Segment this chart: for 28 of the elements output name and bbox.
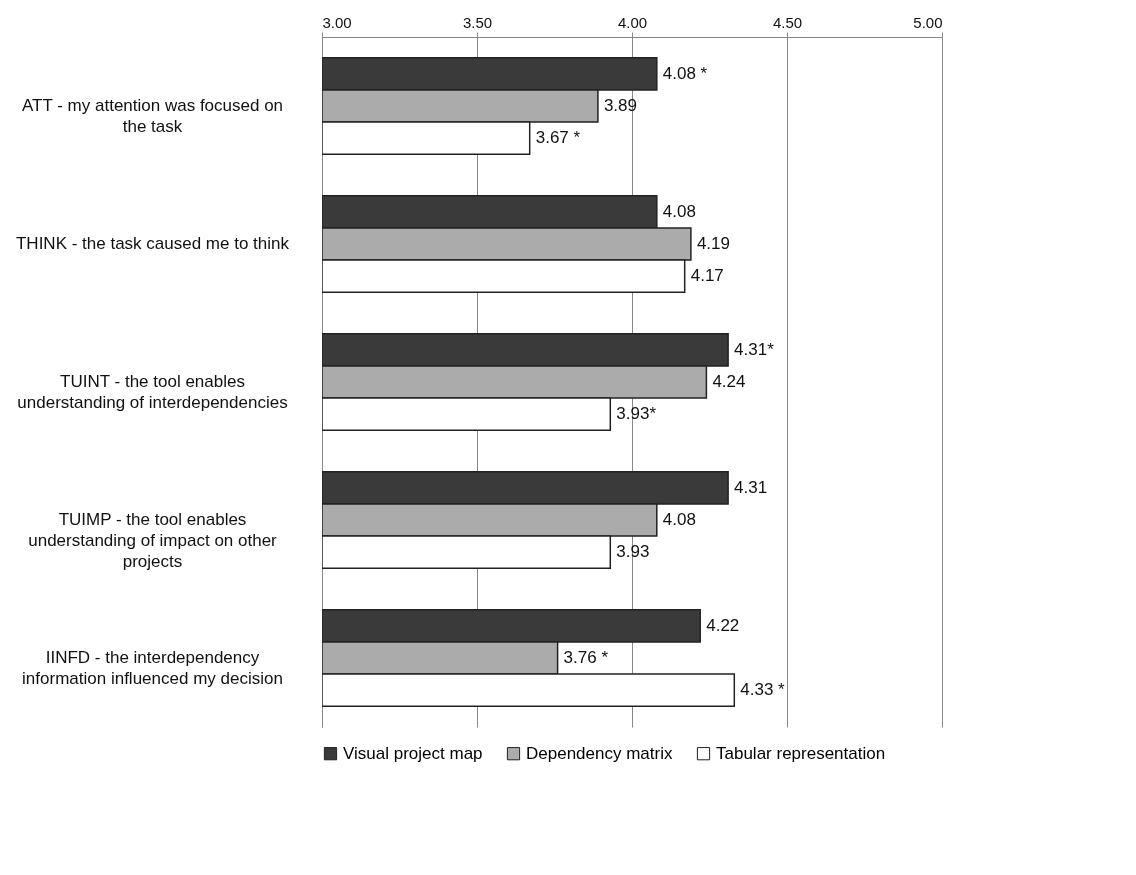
data-label: 4.17 [690,266,724,286]
x-tick-label: 3.50 [462,13,493,31]
data-label: 3.67 * [535,128,581,148]
data-label: 4.08 [662,201,696,221]
data-label: 4.33 * [740,680,786,700]
legend-label: Dependency matrix [526,743,673,763]
y-tick-label: ATT - my attention was focused on the task [21,96,284,136]
data-label: 4.08 [662,510,696,529]
data-label: 3.89 [603,96,637,115]
legend-label: Tabular representation [716,743,886,763]
x-tick-label: 4.00 [617,13,648,31]
x-tick-label: 3.00 [322,13,352,31]
y-tick-label: TUIMP - the tool enables understanding of impact on other projects [28,510,278,571]
x-tick-label: 5.00 [913,13,943,31]
data-label: 4.22 [706,615,740,635]
y-tick-label: THINK - the task caused me to think [15,234,290,253]
data-label: 4.31* [734,339,775,359]
data-label: 4.08 * [662,63,708,83]
data-label: 3.76 * [563,648,609,667]
data-label: 3.93 [616,542,650,562]
data-label: 4.19 [696,234,730,253]
y-tick-label: IINFD - the interdependency information influenced my decision [22,648,283,688]
y-tick-label: TUINT - the tool enables understanding of interdependencies [17,372,288,412]
x-tick-label: 4.50 [772,13,803,31]
data-label: 3.93* [616,404,657,424]
data-label: 4.24 [712,372,746,391]
data-label: 4.31 [734,477,768,497]
legend-label: Visual project map [343,743,483,763]
